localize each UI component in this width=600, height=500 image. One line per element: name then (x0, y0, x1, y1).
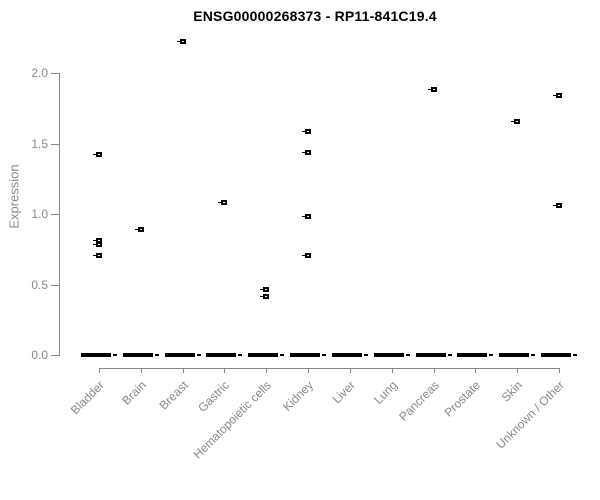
data-point-whisker (93, 255, 96, 256)
data-point-whisker (428, 89, 431, 90)
data-point-whisker (260, 289, 263, 290)
x-axis-tick (308, 368, 309, 373)
data-point-square (96, 242, 102, 247)
zero-expression-bar (290, 353, 326, 357)
data-point-square (305, 150, 311, 155)
zero-expression-bar (457, 353, 493, 357)
data-point-square (556, 93, 562, 98)
data-point-whisker (260, 296, 263, 297)
data-point-square (556, 203, 562, 208)
data-point-square (263, 287, 269, 292)
x-axis-tick (266, 368, 267, 373)
y-axis-tick-label: 1.0 (31, 207, 48, 221)
x-axis-tick (517, 368, 518, 373)
x-axis-tick (141, 368, 142, 373)
data-point-square (305, 129, 311, 134)
data-point (93, 152, 102, 157)
data-point-square (263, 294, 269, 299)
y-axis-tick-label: 2.0 (31, 66, 48, 80)
data-point-whisker (218, 202, 221, 203)
data-point-whisker (93, 240, 96, 241)
data-point (93, 242, 102, 247)
zero-expression-bar (165, 353, 201, 357)
data-point-whisker (302, 255, 305, 256)
data-point-square (221, 200, 227, 205)
chart-title: ENSG00000268373 - RP11-841C19.4 (193, 8, 437, 24)
data-point (553, 93, 562, 98)
x-axis-line (99, 368, 560, 369)
data-point (553, 203, 562, 208)
x-axis-tick (99, 368, 100, 373)
y-axis-tick (51, 214, 59, 215)
y-axis-tick-label: 0.5 (31, 278, 48, 292)
zero-expression-bar (248, 353, 284, 357)
y-axis-tick-label: 0.0 (31, 348, 48, 362)
data-point-whisker (511, 121, 514, 122)
y-axis-tick-label: 1.5 (31, 137, 48, 151)
y-axis-label: Expression (6, 164, 22, 229)
data-point (260, 294, 269, 299)
data-point-whisker (553, 95, 556, 96)
zero-expression-bar (123, 353, 159, 357)
data-point (93, 238, 102, 243)
zero-expression-bar (416, 353, 452, 357)
data-point (302, 129, 311, 134)
x-axis-tick (392, 368, 393, 373)
y-axis-tick (51, 355, 59, 356)
data-point-whisker (93, 244, 96, 245)
zero-expression-bar (499, 353, 535, 357)
data-point-square (305, 214, 311, 219)
y-axis-tick (51, 144, 59, 145)
x-axis-tick (475, 368, 476, 373)
data-point-whisker (302, 131, 305, 132)
data-point (93, 253, 102, 258)
data-point-whisker (302, 216, 305, 217)
data-point-square (138, 227, 144, 232)
data-point-whisker (553, 205, 556, 206)
x-axis-tick (350, 368, 351, 373)
y-axis-line (59, 73, 60, 356)
zero-expression-bar (332, 353, 368, 357)
zero-expression-bar (541, 353, 577, 357)
x-axis-category-label: Unknown / Other (493, 378, 567, 452)
data-point (218, 200, 227, 205)
data-point-whisker (177, 41, 180, 42)
zero-expression-bar (206, 353, 242, 357)
zero-expression-bar (81, 353, 117, 357)
data-point-square (431, 87, 437, 92)
data-point (302, 150, 311, 155)
data-point-whisker (135, 229, 138, 230)
y-axis-tick (51, 285, 59, 286)
data-point-square (96, 152, 102, 157)
data-point-square (305, 253, 311, 258)
data-point-square (180, 39, 186, 44)
data-point-whisker (302, 152, 305, 153)
data-point-square (96, 238, 102, 243)
y-axis-tick (51, 73, 59, 74)
data-point-square (514, 119, 520, 124)
data-point (177, 39, 186, 44)
zero-expression-bar (374, 353, 410, 357)
data-point (135, 227, 144, 232)
data-point-whisker (93, 154, 96, 155)
data-point (511, 119, 520, 124)
x-axis-tick (559, 368, 560, 373)
data-point (428, 87, 437, 92)
x-axis-tick (224, 368, 225, 373)
data-point (302, 214, 311, 219)
x-axis-tick (183, 368, 184, 373)
data-point-square (96, 253, 102, 258)
data-point (302, 253, 311, 258)
x-axis-tick (434, 368, 435, 373)
data-point (260, 287, 269, 292)
